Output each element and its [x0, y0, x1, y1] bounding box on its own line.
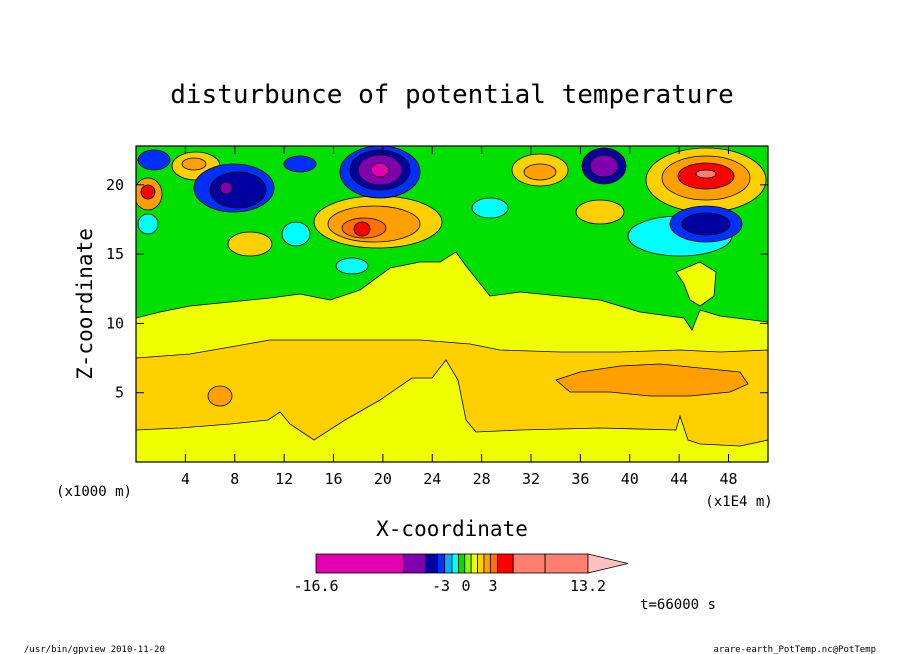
x-tick-label: 4 [181, 470, 190, 488]
colorbar-bin [544, 553, 589, 574]
colorbar-bin [444, 553, 453, 574]
colorbar-bin [451, 553, 459, 574]
y-tick-label: 5 [115, 384, 124, 402]
negative-cell-right-top-core [589, 154, 619, 178]
colorbar-bin [425, 553, 438, 574]
x-tick-label: 12 [275, 470, 293, 488]
y-axis-label: Z-coordinate [73, 228, 97, 380]
positive-cell-right-peak [695, 169, 717, 179]
colorbar-label: 3 [488, 577, 497, 595]
yellow-intrusion [675, 261, 717, 307]
colorbar-labels: -16.6 -3 0 3 13.2 [293, 577, 606, 595]
colorbar-bin [315, 553, 405, 574]
colorbar-label: 13.2 [570, 577, 606, 595]
x-tick-label: 20 [374, 470, 392, 488]
x-axis-label: X-coordinate [376, 517, 528, 541]
colorbar-bin [497, 553, 514, 574]
positive-cell-lower [227, 231, 273, 257]
green-region [136, 146, 768, 331]
chart-title: disturbunce of potential temperature [170, 80, 734, 110]
x-tick-label: 48 [719, 470, 737, 488]
colorbar-bin [464, 553, 472, 574]
footer-right: arare-earth_PotTemp.nc@PotTemp [713, 645, 876, 654]
negative-cell-small [283, 155, 317, 173]
x-unit-label: (x1E4 m) [705, 494, 772, 510]
negative-cell-left-inner [209, 171, 267, 209]
negative-cell-corner [137, 149, 171, 171]
colorbar-bin [483, 553, 491, 574]
positive-cell-left-core [140, 184, 156, 200]
orange-layer [136, 339, 768, 447]
y-tick-label: 15 [106, 245, 124, 263]
positive-cell-mid-core [353, 221, 371, 237]
x-axis: 4 8 12 16 20 24 28 32 36 40 44 48 [181, 146, 738, 488]
colorbar-arrow [587, 553, 629, 574]
x-tick-label: 32 [522, 470, 540, 488]
colorbar-bin [470, 553, 478, 574]
cyan-patch-left [281, 221, 311, 247]
cyan-patch-edge [137, 213, 159, 235]
cyan-patch-center [471, 197, 509, 219]
y-axis: 5 10 15 20 [106, 176, 768, 402]
negative-cell-mid-core [370, 162, 390, 178]
colorbar-bin [489, 553, 499, 574]
time-label: t=66000 s [640, 597, 716, 613]
x-tick-label: 8 [230, 470, 239, 488]
y-unit-label: (x1000 m) [56, 484, 132, 500]
x-tick-label: 16 [324, 470, 342, 488]
colorbar-bin [457, 553, 466, 574]
x-tick-label: 28 [473, 470, 491, 488]
colorbar-label: -16.6 [293, 577, 338, 595]
y-tick-label: 20 [106, 176, 124, 194]
footer-left: /usr/bin/gpview 2010-11-20 [24, 645, 165, 654]
colorbar [315, 553, 629, 574]
y-tick-label: 10 [106, 314, 124, 332]
negative-cell-left-core [219, 181, 233, 195]
positive-cell-topmid-inner [523, 163, 557, 181]
positive-cell-rightmid [575, 199, 625, 225]
x-tick-label: 40 [621, 470, 639, 488]
cyan-patch-mid [335, 257, 369, 275]
colorbar-bin [512, 553, 546, 574]
colorbar-bin [477, 553, 485, 574]
x-tick-label: 24 [423, 470, 441, 488]
plot-frame [135, 145, 769, 463]
x-tick-label: 36 [571, 470, 589, 488]
contour-fields [136, 146, 768, 447]
plot-area [136, 146, 768, 462]
colorbar-bin [403, 553, 426, 574]
x-tick-label: 44 [670, 470, 688, 488]
colorbar-bin [436, 553, 446, 574]
positive-cell-topleft-inner [181, 157, 207, 171]
negative-cell-right-low-core [681, 212, 731, 236]
colorbar-label: 0 [461, 577, 470, 595]
colorbar-label: -3 [432, 577, 450, 595]
orange-patch-right [555, 363, 749, 397]
orange-patch-left [207, 385, 233, 407]
